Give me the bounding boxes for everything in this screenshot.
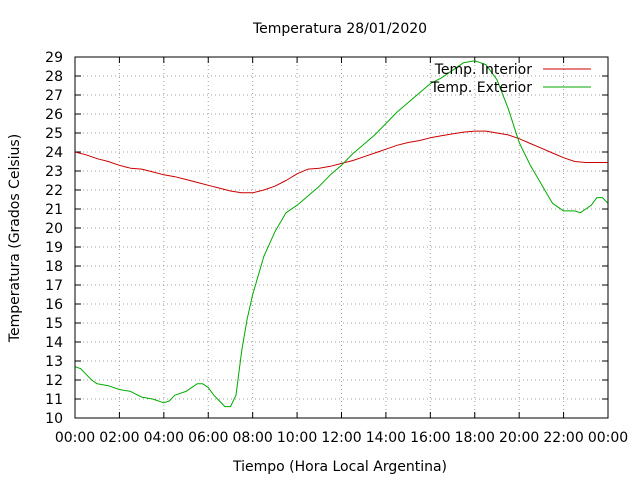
x-tick-label: 08:00: [232, 430, 272, 446]
y-tick-label: 21: [45, 202, 63, 218]
series-lines: [74, 60, 609, 408]
y-tick-label: 28: [45, 69, 63, 85]
y-tick-label: 13: [45, 354, 63, 370]
y-tick-label: 24: [45, 145, 63, 161]
y-tick-label: 25: [45, 126, 63, 142]
legend: Temp. Interior Temp. Exterior: [430, 62, 591, 96]
series-line-exterior: [74, 60, 609, 408]
x-tick-label: 00:00: [55, 430, 95, 446]
x-tick-label: 18:00: [455, 430, 495, 446]
y-tick-label: 27: [45, 88, 63, 104]
x-tick-label: 02:00: [99, 430, 139, 446]
x-tick-label: 22:00: [543, 430, 583, 446]
x-tick-label: 04:00: [144, 430, 184, 446]
legend-label-interior: Temp. Interior: [434, 62, 533, 78]
x-tick-label: 10:00: [277, 430, 317, 446]
series-line-interior: [74, 130, 608, 194]
y-tick-label: 29: [45, 50, 63, 66]
x-tick-label: 00:00: [588, 430, 628, 446]
y-tick-label: 26: [45, 107, 63, 123]
y-tick-label: 17: [45, 278, 63, 294]
y-tick-label: 20: [45, 221, 63, 237]
grid: [75, 57, 608, 418]
y-tick-label: 22: [45, 183, 63, 199]
y-axis-label: Temperatura (Grados Celsius): [7, 134, 23, 343]
chart-title: Temperatura 28/01/2020: [252, 21, 427, 37]
y-tick-label: 18: [45, 259, 63, 275]
y-tick-label: 14: [45, 335, 63, 351]
y-tick-label: 16: [45, 297, 63, 313]
x-tick-label: 06:00: [188, 430, 228, 446]
tick-labels: 00:00 02:00 04:00 06:00 08:00 10:00 12:00 14:00…: [45, 50, 628, 446]
y-tick-label: 10: [45, 411, 63, 427]
legend-label-exterior: Temp. Exterior: [430, 80, 533, 96]
y-tick-label: 23: [45, 164, 63, 180]
x-tick-label: 16:00: [410, 430, 450, 446]
x-tick-label: 14:00: [366, 430, 406, 446]
plot-frame: [74, 56, 609, 419]
y-tick-label: 12: [45, 373, 63, 389]
x-axis-label: Tiempo (Hora Local Argentina): [232, 459, 447, 475]
y-tick-label: 19: [45, 240, 63, 256]
y-tick-label: 15: [45, 316, 63, 332]
x-tick-label: 20:00: [499, 430, 539, 446]
x-tick-label: 12:00: [321, 430, 361, 446]
y-tick-label: 11: [45, 392, 63, 408]
